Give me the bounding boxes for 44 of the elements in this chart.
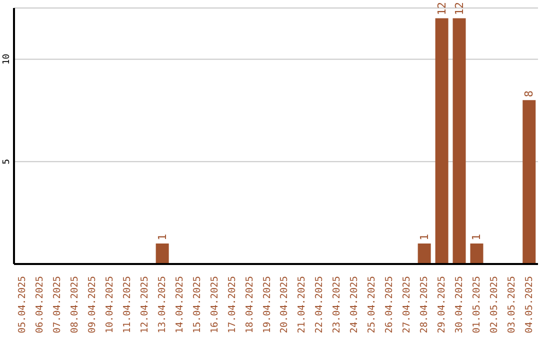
x-tick-label: 09.04.2025 [87,276,98,334]
x-tick-label: 20.04.2025 [279,276,290,334]
x-tick-label: 18.04.2025 [244,276,256,334]
x-tick-label: 22.04.2025 [314,276,326,334]
bar [452,18,466,264]
x-tick-label: 28.04.2025 [418,276,430,334]
data-label: 8 [522,90,536,98]
x-tick-label: 10.04.2025 [104,276,116,334]
x-tick-label: 11.04.2025 [122,276,134,334]
x-tick-label: 24.04.2025 [349,276,360,334]
x-tick-label: 14.04.2025 [174,276,186,334]
x-tick-label: 26.04.2025 [384,276,396,334]
bar [418,244,431,264]
x-tick-label: 07.04.2025 [52,276,64,334]
x-tick-label: 30.04.2025 [454,276,465,334]
x-tick-label: 01.05.2025 [471,276,482,334]
x-tick-label: 21.04.2025 [296,276,308,334]
bar [522,100,536,264]
x-tick-label: 12.04.2025 [140,276,150,334]
x-tick-label: 02.05.2025 [488,276,500,334]
data-label: 1 [470,234,484,241]
data-label: 12 [452,2,466,16]
x-tick-label: 03.05.2025 [506,276,518,334]
y-tick-label: 10 [2,54,12,65]
x-tick-label: 29.04.2025 [436,276,448,334]
bar [435,18,448,264]
x-tick-label: 27.04.2025 [402,276,412,334]
x-tick-label: 25.04.2025 [366,276,378,334]
data-label: 12 [435,2,448,16]
x-tick-label: 05.04.2025 [17,276,28,334]
bar [470,244,484,264]
x-tick-label: 17.04.2025 [226,276,238,334]
x-tick-label: 04.05.2025 [524,276,535,334]
x-tick-label: 06.04.2025 [34,276,46,334]
x-tick-label: 08.04.2025 [70,276,81,334]
x-tick-label: 13.04.2025 [156,276,168,334]
x-tick-label: 19.04.2025 [262,276,273,334]
y-tick-label: 5 [2,158,12,164]
bar [156,244,169,264]
x-tick-label: 23.04.2025 [332,276,343,334]
data-label: 1 [156,234,169,241]
x-tick-label: 16.04.2025 [209,276,220,334]
x-tick-label: 15.04.2025 [192,276,203,334]
data-label: 1 [418,234,431,241]
